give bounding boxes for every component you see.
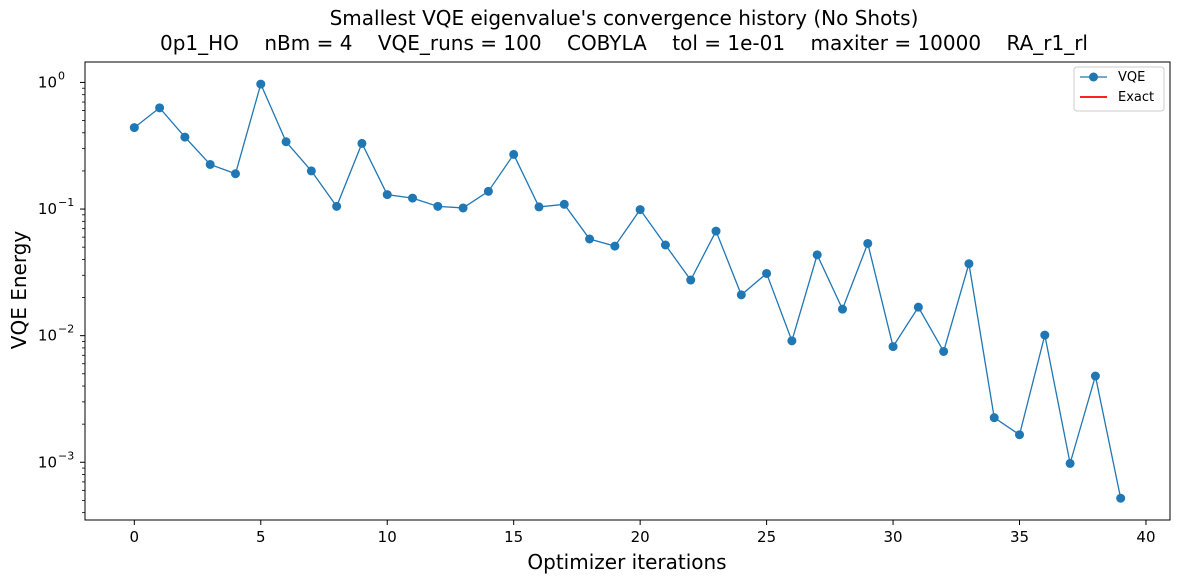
data-point (129, 123, 139, 133)
y-tick-exponent: −3 (58, 449, 74, 462)
chart-title: Smallest VQE eigenvalue's convergence hi… (330, 6, 919, 30)
x-axis-label: Optimizer iterations (527, 550, 726, 574)
x-tick-label: 25 (757, 528, 776, 546)
data-point (357, 138, 367, 148)
data-point (913, 302, 923, 312)
data-point (585, 234, 595, 244)
x-tick-label: 40 (1136, 528, 1155, 546)
legend-vqe-label: VQE (1118, 70, 1145, 85)
y-axis-label: VQE Energy (7, 231, 31, 350)
y-tick-label: 10 (38, 73, 57, 91)
data-point (205, 159, 215, 169)
data-point (281, 137, 291, 147)
data-point (837, 304, 847, 314)
data-point (1116, 493, 1126, 503)
data-point (1090, 371, 1100, 381)
x-tick-label: 10 (378, 528, 397, 546)
data-point (559, 199, 569, 209)
data-point (382, 190, 392, 200)
data-point (711, 226, 721, 236)
data-point (1065, 458, 1075, 468)
data-point (230, 169, 240, 179)
x-tick-label: 30 (884, 528, 903, 546)
data-point (660, 240, 670, 250)
data-point (408, 193, 418, 203)
data-point (180, 132, 190, 142)
x-tick-label: 5 (256, 528, 266, 546)
data-point (610, 241, 620, 251)
x-tick-label: 35 (1010, 528, 1029, 546)
data-point (458, 203, 468, 213)
x-tick-label: 20 (631, 528, 650, 546)
legend: VQE Exact (1073, 66, 1165, 112)
y-tick-exponent: −2 (58, 323, 74, 336)
data-point (155, 103, 165, 113)
series-vqe-line (133, 82, 1122, 499)
series-vqe (129, 79, 1126, 503)
data-point (989, 413, 999, 423)
chart-subtitle: 0p1_HO nBm = 4 VQE_runs = 100 COBYLA tol… (160, 31, 1088, 55)
data-point (306, 166, 316, 176)
data-point (787, 336, 797, 346)
y-tick-label: 10 (38, 453, 57, 471)
data-point (888, 342, 898, 352)
x-tick-label: 0 (130, 528, 140, 546)
data-point (762, 268, 772, 278)
data-point (812, 250, 822, 260)
data-point (256, 79, 266, 89)
data-point (433, 201, 443, 211)
data-point (736, 290, 746, 300)
data-point (534, 202, 544, 212)
data-point (332, 201, 342, 211)
data-point (483, 186, 493, 196)
plot-area (84, 61, 1171, 521)
legend-vqe-marker (1089, 72, 1098, 82)
legend-exact-label: Exact (1118, 90, 1154, 105)
y-tick-label: 10 (38, 200, 57, 218)
y-tick-exponent: 0 (58, 69, 65, 82)
data-point (863, 238, 873, 248)
x-tick-label: 15 (504, 528, 523, 546)
data-point (686, 275, 696, 285)
data-point (1015, 430, 1025, 440)
data-point (939, 346, 949, 356)
y-tick-exponent: −1 (58, 196, 74, 209)
data-point (1040, 330, 1050, 340)
data-point (635, 205, 645, 215)
data-point (964, 259, 974, 269)
x-axis: 0 5 10 15 20 25 30 35 40 (130, 520, 1156, 546)
data-point (509, 149, 519, 159)
y-tick-label: 10 (38, 327, 57, 345)
